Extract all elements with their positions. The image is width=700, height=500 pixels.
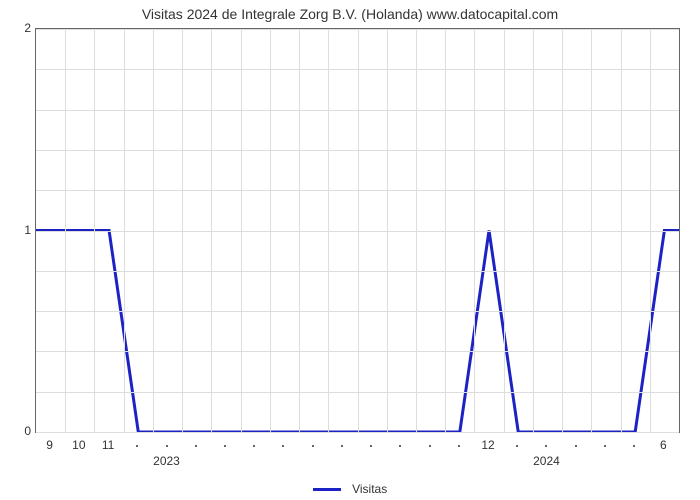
x-axis-minor-tick [370,445,372,447]
legend-swatch [313,488,341,491]
x-axis-minor-tick [458,445,460,447]
chart-container: Visitas 2024 de Integrale Zorg B.V. (Hol… [0,0,700,500]
x-axis-label: 11 [102,438,114,452]
x-axis-year-label: 2024 [533,454,560,468]
y-axis-label: 0 [16,424,31,438]
x-axis-label: 9 [46,438,53,452]
x-axis-minor-tick [166,445,168,447]
grid-horizontal [36,351,679,352]
legend: Visitas [0,482,700,496]
x-axis-minor-tick [282,445,284,447]
x-axis-minor-tick [136,445,138,447]
grid-horizontal [36,231,679,232]
x-axis-minor-tick [341,445,343,447]
grid-horizontal [36,311,679,312]
grid-horizontal [36,29,679,30]
x-axis-minor-tick [399,445,401,447]
grid-horizontal [36,392,679,393]
y-axis-label: 2 [16,21,31,35]
grid-horizontal [36,190,679,191]
x-axis-minor-tick [312,445,314,447]
grid-horizontal [36,150,679,151]
x-axis-minor-tick [545,445,547,447]
x-axis-label: 6 [660,438,667,452]
x-axis-minor-tick [604,445,606,447]
x-axis-minor-tick [575,445,577,447]
grid-horizontal [36,69,679,70]
grid-horizontal [36,271,679,272]
chart-title: Visitas 2024 de Integrale Zorg B.V. (Hol… [0,6,700,22]
x-axis-minor-tick [633,445,635,447]
x-axis-year-label: 2023 [153,454,180,468]
x-axis-minor-tick [429,445,431,447]
x-axis-label: 10 [72,438,85,452]
x-axis-minor-tick [516,445,518,447]
x-axis-label: 12 [481,438,494,452]
x-axis-minor-tick [253,445,255,447]
legend-label: Visitas [352,482,387,496]
x-axis-minor-tick [195,445,197,447]
grid-horizontal [36,110,679,111]
plot-area [35,28,680,433]
y-axis-label: 1 [16,223,31,237]
grid-horizontal [36,432,679,433]
x-axis-minor-tick [224,445,226,447]
